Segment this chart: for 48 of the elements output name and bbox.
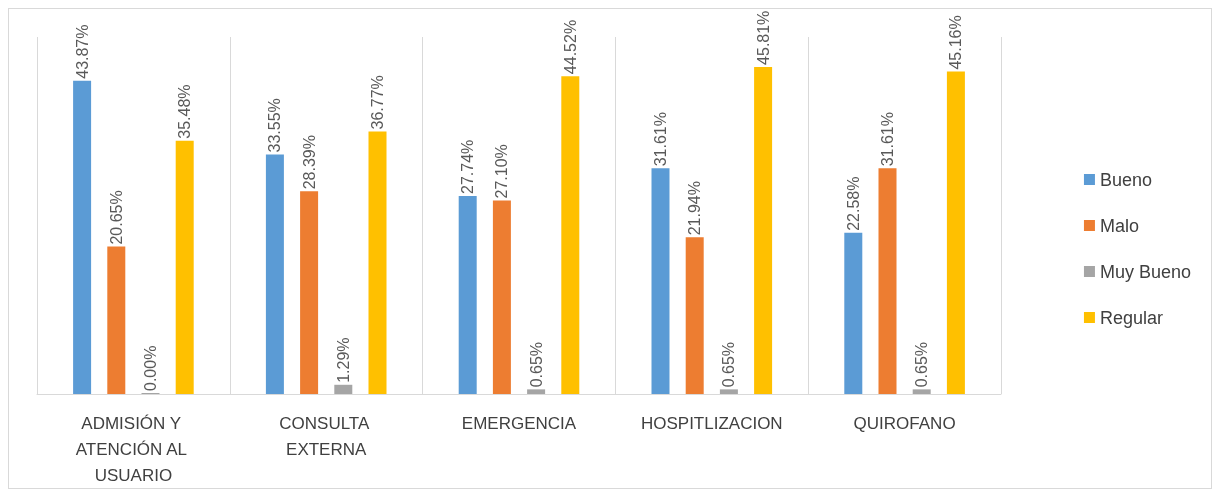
data-label: 0.00% [142, 345, 159, 391]
bar [458, 195, 477, 394]
data-label: 22.58% [844, 176, 862, 231]
legend-label: Bueno [1099, 169, 1153, 190]
data-label: 0.65% [913, 341, 931, 388]
bar [73, 80, 92, 394]
bar [844, 232, 863, 394]
legend-label: Malo [1099, 215, 1139, 236]
data-label: 35.48% [176, 84, 194, 139]
bar [946, 71, 965, 394]
bar [175, 140, 194, 394]
bar [561, 76, 580, 394]
data-label: 31.61% [652, 112, 669, 167]
data-label: 27.74% [459, 139, 477, 194]
data-label: 1.29% [334, 337, 352, 383]
bar [651, 168, 670, 394]
data-label: 33.55% [266, 98, 284, 153]
data-label: 27.10% [493, 144, 511, 199]
data-label: 44.52% [561, 19, 579, 75]
data-label: 0.65% [527, 341, 545, 388]
bar [719, 389, 738, 394]
data-label: 36.77% [369, 75, 386, 130]
x-tick-label: QUIROFANO [853, 413, 956, 433]
x-tick-label: HOSPITLIZACION [640, 413, 783, 433]
data-label: 21.94% [686, 181, 704, 236]
data-label: 28.39% [300, 135, 318, 190]
bar [368, 131, 387, 394]
data-label: 45.81% [754, 10, 772, 65]
bar [878, 168, 897, 394]
bar [300, 191, 319, 394]
x-tick-label: ADMISIÓN Y ATENCIÓN AL USUARIO [75, 413, 192, 485]
bar [685, 237, 704, 394]
data-label: 20.65% [107, 190, 125, 245]
bar [492, 200, 511, 394]
x-tick-label: CONSULTA EXTERNA [279, 413, 374, 459]
bar [754, 66, 773, 394]
legend-label: Regular [1099, 307, 1163, 328]
bar [334, 384, 353, 394]
data-label: 0.65% [720, 341, 738, 388]
data-label: 43.87% [73, 24, 91, 79]
legend-label: Muy Bueno [1099, 261, 1192, 282]
data-label: 31.61% [879, 112, 896, 167]
data-label: 45.16% [947, 15, 965, 70]
bar [912, 389, 931, 394]
bar [265, 154, 284, 394]
bar [527, 389, 546, 394]
x-tick-label: EMERGENCIA [461, 413, 577, 433]
bar [107, 246, 126, 394]
